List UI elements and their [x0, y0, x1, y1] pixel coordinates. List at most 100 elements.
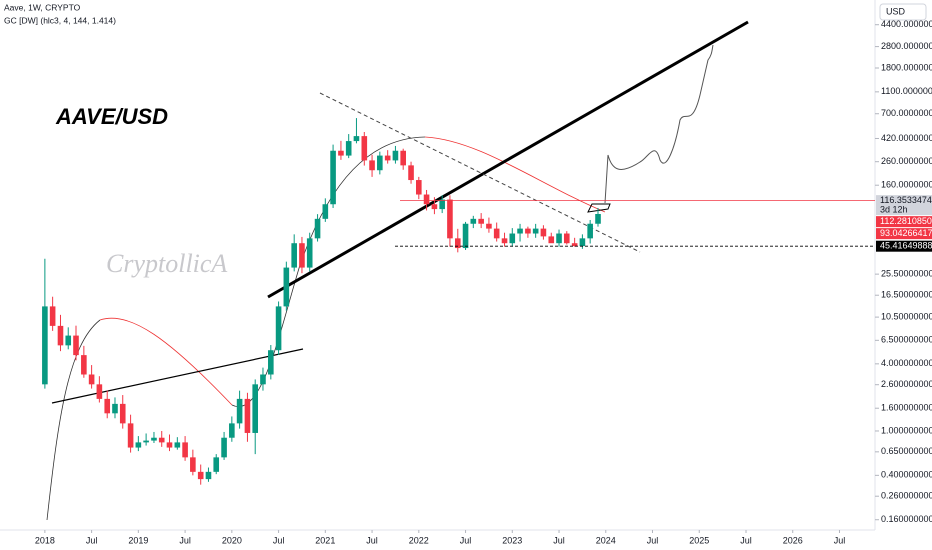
x-tick-label: 2021 [315, 535, 335, 545]
price-label-box [876, 228, 932, 240]
candle-body [540, 228, 547, 237]
candle-body [260, 374, 266, 385]
candle-body [587, 223, 593, 239]
candle-body [104, 398, 111, 414]
x-tick-label: 2020 [222, 535, 242, 545]
y-tick-label: 1800.000000000 [881, 62, 932, 72]
price-label-box [876, 216, 932, 228]
candle-body [454, 238, 461, 249]
candle-body [81, 355, 87, 375]
chart-title: AAVE/USD [55, 104, 168, 129]
candle-body [525, 228, 531, 234]
y-tick-label: 0.650000000 [881, 446, 932, 456]
candle-body [501, 238, 508, 244]
candle-body [439, 199, 445, 210]
candle-body [400, 150, 406, 166]
candle-body [127, 423, 134, 448]
x-tick-label: 2023 [502, 535, 522, 545]
y-tick-label: 700.000000000 [881, 108, 932, 118]
candle-body [229, 423, 235, 438]
y-tick-label: 25.500000000 [881, 269, 932, 279]
candle-body [244, 398, 251, 433]
candle-body [447, 199, 453, 239]
x-tick-label: Jul [553, 535, 565, 545]
symbol-header: Aave, 1W, CRYPTO [4, 2, 81, 12]
candle-body [369, 160, 375, 171]
y-tick-label: 2.600000000 [881, 379, 932, 389]
candle-body [478, 218, 484, 224]
projection-path [604, 44, 714, 204]
candle-body [595, 213, 601, 224]
candle-body [384, 155, 391, 161]
candle-body [119, 403, 126, 424]
candle-body [330, 150, 336, 205]
x-tick-label: 2022 [409, 535, 429, 545]
candle-body [509, 233, 516, 244]
gc-curve [46, 319, 101, 521]
x-tick-label: 2026 [783, 535, 803, 545]
triangle-pattern [587, 203, 611, 213]
candle-body [322, 204, 329, 219]
candle-body [205, 471, 212, 480]
candle-body [377, 155, 383, 171]
y-tick-label: 4.000000000 [881, 358, 932, 368]
candle-body [49, 306, 56, 326]
x-tick-label: Jul [834, 535, 846, 545]
candle-body [353, 136, 360, 142]
x-tick-label: Jul [366, 535, 378, 545]
y-tick-label: 1100.000000000 [881, 86, 932, 96]
y-tick-label: 2800.000000000 [881, 41, 932, 51]
y-tick-label: 260.000000000 [881, 156, 932, 166]
x-tick-label: 2018 [35, 535, 55, 545]
candle-body [236, 398, 243, 424]
candle-body [268, 350, 274, 375]
candle-body [213, 457, 220, 472]
price-label: 93.042664171 [880, 228, 932, 238]
candle-body [532, 228, 539, 234]
candle-body [306, 238, 313, 268]
candle-body [470, 218, 477, 224]
y-tick-label: 160.000000000 [881, 180, 932, 190]
candle-body [517, 228, 523, 234]
candle-body [493, 228, 500, 239]
x-tick-label: Jul [86, 535, 98, 545]
currency-label[interactable]: USD [886, 6, 906, 16]
x-tick-label: Jul [273, 535, 285, 545]
candle-body [174, 442, 181, 448]
price-label: 112.281085053 [880, 216, 932, 226]
gc-curve [99, 317, 233, 406]
candle-body [73, 335, 79, 356]
y-tick-label: 1.000000000 [881, 425, 932, 435]
candle-body [556, 233, 562, 244]
price-label: 116.353347469 [880, 195, 932, 205]
candle-body [571, 243, 578, 247]
candle-body [392, 150, 399, 161]
candle-body [283, 267, 290, 307]
candle-body [151, 437, 157, 441]
y-tick-label: 1.600000000 [881, 403, 932, 413]
price-countdown: 3d 12h [880, 205, 908, 215]
x-tick-label: Jul [460, 535, 472, 545]
y-tick-label: 0.160000000 [881, 514, 932, 524]
candle-body [166, 442, 173, 448]
trend-line [51, 348, 304, 404]
currency-button[interactable] [879, 3, 927, 21]
y-tick-label: 6.500000000 [881, 335, 932, 345]
candle-body [197, 471, 204, 480]
candle-body [112, 403, 118, 414]
candle-body [299, 243, 305, 268]
y-tick-label: 4400.000000000 [881, 19, 932, 29]
candle-body [221, 437, 227, 458]
price-label: 45.416498886 [880, 241, 932, 251]
candle-body [275, 306, 282, 351]
candle-body [57, 325, 64, 346]
x-tick-label: Jul [647, 535, 659, 545]
candle-body [182, 442, 188, 458]
x-tick-label: 2025 [689, 535, 709, 545]
price-label-box [876, 240, 932, 252]
gc-curve [424, 136, 606, 213]
candle-body [345, 141, 352, 156]
indicator-header: GC [DW] (hlc3, 4, 144, 1.414) [4, 15, 116, 25]
